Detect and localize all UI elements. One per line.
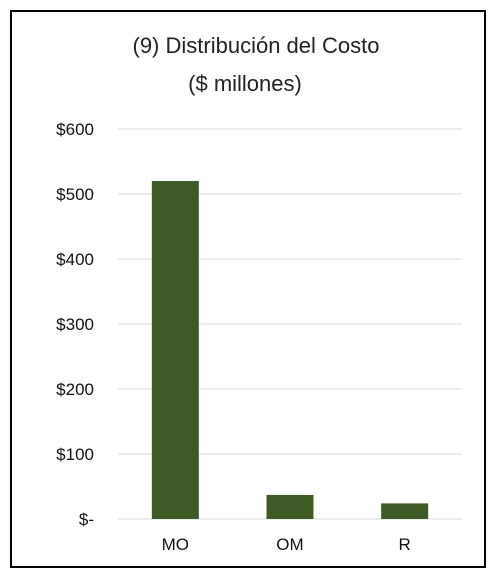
- y-axis-tick-labels: $- $100 $200 $300 $400 $500 $600: [56, 120, 94, 529]
- chart-title-line-1: (9) Distribución del Costo: [132, 33, 380, 58]
- y-tick-label: $-: [79, 510, 94, 529]
- bars: [151, 181, 429, 519]
- y-tick-label: $200: [56, 380, 94, 399]
- y-tick-label: $300: [56, 315, 94, 334]
- bar-r: [381, 503, 429, 519]
- y-tick-label: $400: [56, 250, 94, 269]
- x-tick-label: OM: [276, 535, 303, 554]
- chart-title-line-2: ($ millones): [188, 71, 302, 96]
- bar-om: [266, 494, 314, 519]
- y-tick-label: $500: [56, 185, 94, 204]
- y-tick-label: $100: [56, 445, 94, 464]
- x-axis-tick-labels: MO OM R: [162, 535, 411, 554]
- x-tick-label: MO: [162, 535, 189, 554]
- chart-frame: [10, 10, 486, 568]
- y-tick-label: $600: [56, 120, 94, 139]
- x-tick-label: R: [399, 535, 411, 554]
- bar-mo: [151, 181, 199, 519]
